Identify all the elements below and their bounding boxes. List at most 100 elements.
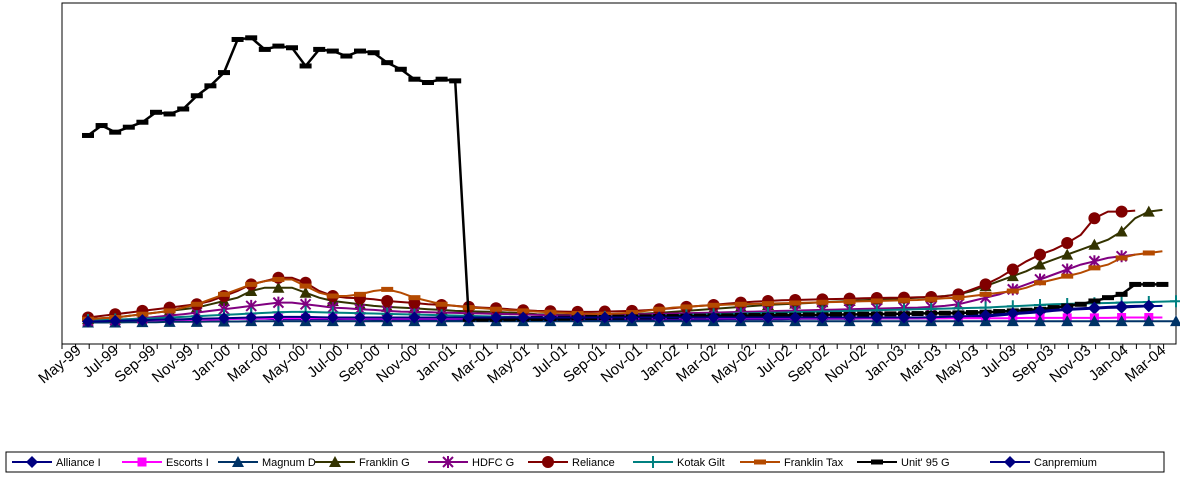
- data-point: [843, 311, 856, 324]
- data-point: [1115, 291, 1128, 297]
- data-point: [286, 45, 298, 51]
- data-point: [830, 312, 842, 318]
- data-point: [245, 285, 258, 297]
- data-point: [163, 313, 176, 326]
- data-point: [870, 311, 883, 324]
- data-point: [1061, 315, 1074, 327]
- data-point: [952, 310, 965, 323]
- data-point: [150, 109, 162, 115]
- data-point: [789, 300, 802, 306]
- legend-item-alliance-i: Alliance I: [12, 456, 101, 469]
- x-tick-label: Sep-01: [560, 342, 608, 386]
- data-point: [775, 312, 788, 318]
- legend-item-escorts-i: Escorts I: [122, 457, 209, 469]
- data-point: [843, 299, 856, 305]
- data-point: [571, 311, 584, 324]
- legend-marker: [137, 457, 147, 467]
- data-point: [1142, 281, 1155, 287]
- data-point: [544, 311, 557, 324]
- data-point: [245, 35, 258, 41]
- legend-label: Escorts I: [166, 457, 209, 469]
- legend-frame: [5, 451, 1165, 473]
- data-point: [1115, 300, 1128, 313]
- legend-item-franklin-tax: Franklin Tax: [740, 457, 844, 469]
- data-point: [204, 83, 217, 89]
- data-point: [1061, 237, 1074, 250]
- data-point: [707, 311, 720, 324]
- data-point: [1115, 205, 1128, 218]
- x-tick-label: Sep-02: [785, 342, 833, 386]
- data-point: [1088, 238, 1101, 250]
- data-point: [762, 311, 774, 324]
- data-point: [449, 78, 462, 84]
- legend-marker: [1004, 456, 1016, 468]
- data-point: [490, 311, 502, 324]
- x-tick-label: Sep-00: [336, 342, 384, 386]
- data-point: [299, 286, 312, 298]
- data-point: [979, 309, 992, 322]
- legend-marker: [647, 456, 659, 468]
- data-point: [870, 298, 883, 304]
- data-point: [911, 311, 924, 317]
- legend-label: Alliance I: [56, 457, 101, 469]
- data-point: [1006, 315, 1019, 327]
- data-point: [789, 311, 802, 324]
- x-tick-label: Nov-03: [1046, 342, 1094, 386]
- data-point: [354, 291, 366, 297]
- data-point: [122, 124, 135, 130]
- x-tick-label: May-02: [709, 342, 758, 387]
- data-point: [816, 299, 829, 305]
- data-point: [1170, 315, 1180, 327]
- data-point: [354, 311, 366, 324]
- data-point: [190, 312, 203, 325]
- data-point: [653, 311, 666, 324]
- data-point: [381, 286, 394, 292]
- data-point: [408, 76, 421, 82]
- data-point: [177, 106, 190, 112]
- data-point: [394, 66, 407, 72]
- data-point: [354, 48, 366, 54]
- data-point: [136, 314, 149, 327]
- data-point: [272, 310, 285, 323]
- data-point: [925, 311, 938, 324]
- legend-marker: [542, 456, 554, 468]
- data-point: [231, 36, 244, 42]
- data-point: [326, 293, 339, 299]
- legend-marker: [329, 456, 341, 467]
- data-point: [802, 312, 815, 318]
- data-point: [1129, 281, 1142, 287]
- data-point: [993, 309, 1006, 315]
- x-tick-label: May-01: [484, 342, 533, 387]
- data-point: [857, 311, 870, 317]
- data-point: [721, 313, 734, 319]
- data-point: [598, 311, 611, 324]
- data-point: [272, 43, 285, 49]
- data-point: [462, 311, 475, 324]
- data-point: [734, 311, 747, 324]
- data-point: [340, 53, 353, 59]
- data-point: [299, 63, 312, 69]
- data-point: [163, 308, 176, 314]
- data-point: [952, 295, 965, 301]
- data-point: [503, 316, 516, 322]
- x-tick-label: Mar-04: [1122, 342, 1169, 386]
- series-line: [87, 304, 1149, 323]
- legend-label: Reliance: [572, 457, 615, 469]
- data-point: [313, 46, 326, 52]
- legend-item-kotak-gilt: Kotak Gilt: [633, 456, 725, 469]
- legend-label: Franklin Tax: [784, 457, 844, 469]
- x-tick-label: May-03: [933, 342, 982, 387]
- data-point: [1170, 295, 1180, 308]
- data-point: [1156, 281, 1169, 287]
- data-point: [299, 283, 312, 289]
- data-point: [979, 278, 992, 291]
- data-point: [1034, 248, 1046, 261]
- data-point: [476, 316, 489, 322]
- data-point: [898, 297, 910, 303]
- data-point: [1061, 263, 1073, 276]
- data-point: [218, 291, 230, 297]
- x-tick-label: May-00: [260, 342, 309, 387]
- data-point: [1088, 255, 1101, 268]
- legend: Alliance I Escorts I Magnum D Franklin G HDF…: [5, 451, 1165, 473]
- data-point: [258, 46, 271, 52]
